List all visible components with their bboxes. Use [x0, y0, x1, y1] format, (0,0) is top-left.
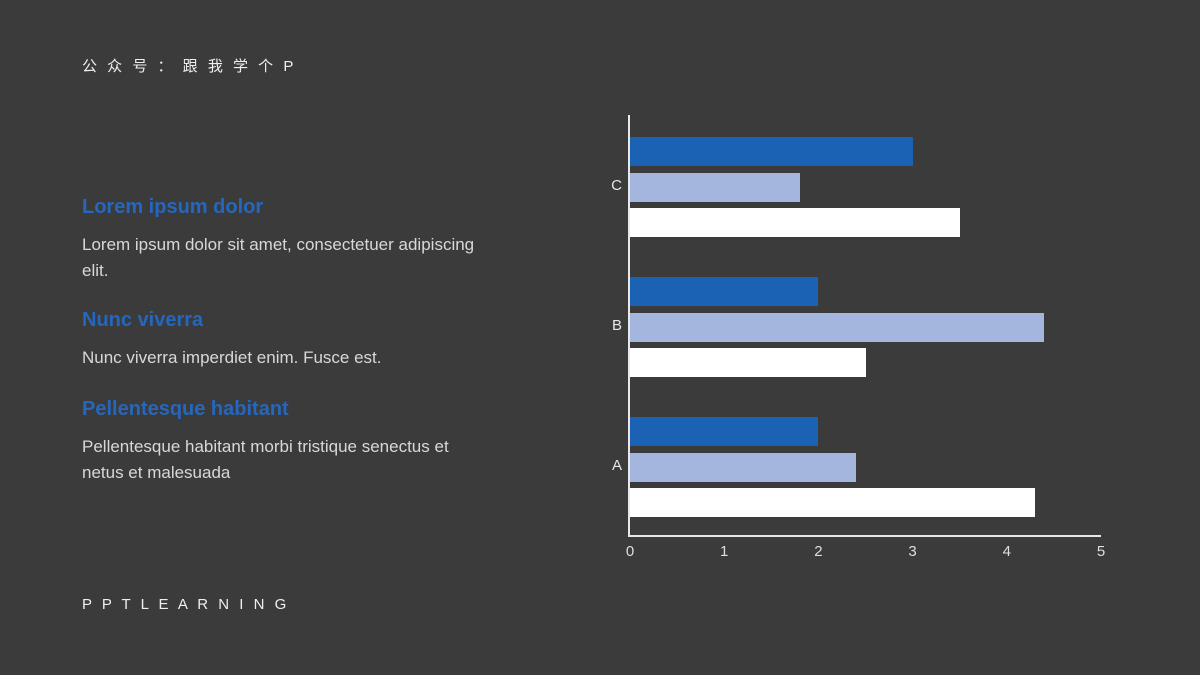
- x-axis-line: [628, 535, 1101, 537]
- y-axis-label-B: B: [611, 317, 622, 334]
- bar-C-dark-blue: [630, 137, 913, 166]
- brand-text: 公 众 号 ： 跟 我 学 个 P: [82, 58, 297, 75]
- bar-B-light-blue: [630, 312, 1045, 342]
- section-1-body: Lorem ipsum dolor sit amet, consectetuer…: [82, 235, 475, 280]
- bar-A-dark-blue: [630, 417, 819, 446]
- x-axis-tick-3: 3: [908, 543, 917, 560]
- y-axis-label-A: A: [611, 457, 622, 474]
- bar-C-light-blue: [630, 172, 800, 202]
- bar-chart: C B A 0 1 2 3 4 5: [596, 115, 1156, 585]
- x-axis-tick-1: 1: [720, 543, 729, 560]
- y-axis-line: [628, 115, 630, 537]
- x-axis-tick-4: 4: [1002, 543, 1011, 560]
- x-axis-tick-5: 5: [1096, 543, 1106, 560]
- section-1-heading: Lorem ipsum dolor: [82, 196, 264, 218]
- footer-text: P P T L E A R N I N G: [82, 596, 290, 613]
- section-2-body: Nunc viverra imperdiet enim. Fusce est.: [82, 348, 382, 367]
- x-axis-tick-0: 0: [625, 543, 635, 560]
- bar-A-light-blue: [630, 452, 857, 482]
- section-3-heading: Pellentesque habitant: [82, 398, 289, 420]
- section-2-heading: Nunc viverra: [82, 309, 204, 331]
- section-3-body: Pellentesque habitant morbi tristique se…: [82, 437, 449, 482]
- bar-B-white: [630, 348, 866, 377]
- y-axis-label-C: C: [611, 177, 622, 194]
- bar-C-white: [630, 208, 960, 237]
- x-axis-tick-2: 2: [814, 543, 823, 560]
- bar-B-dark-blue: [630, 277, 819, 306]
- bar-A-white: [630, 488, 1036, 517]
